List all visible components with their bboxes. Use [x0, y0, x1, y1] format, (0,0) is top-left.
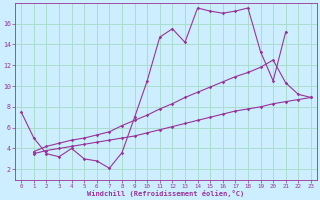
X-axis label: Windchill (Refroidissement éolien,°C): Windchill (Refroidissement éolien,°C) — [87, 190, 245, 197]
